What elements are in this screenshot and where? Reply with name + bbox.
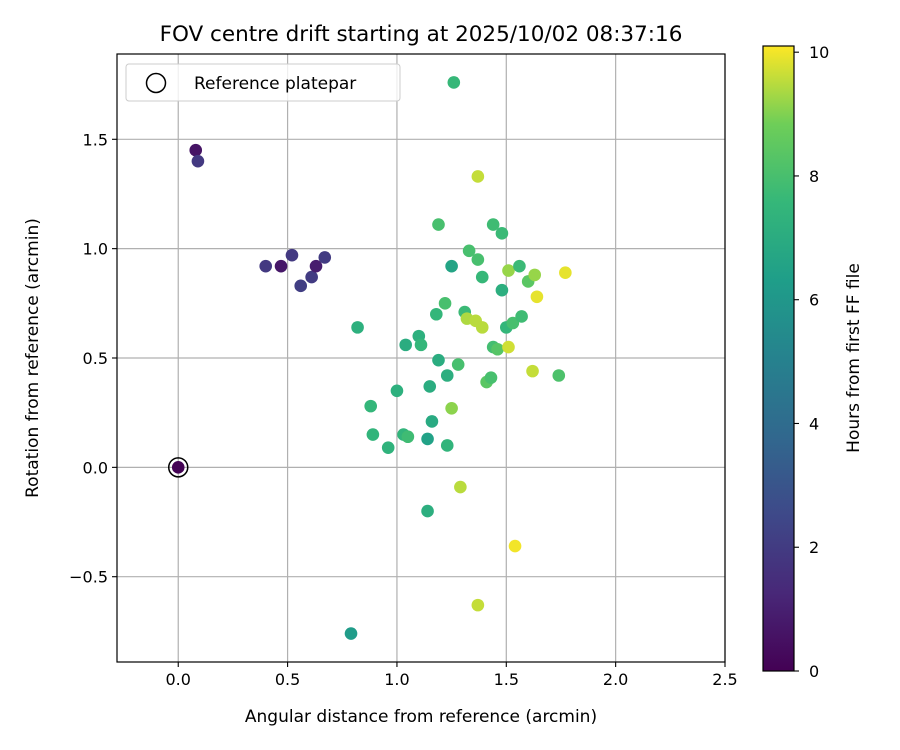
reference-platepar-marker xyxy=(167,457,189,478)
x-tick-label: 2.0 xyxy=(603,670,628,689)
scatter-point xyxy=(414,338,428,352)
scatter-point xyxy=(381,441,395,454)
scatter-point xyxy=(364,399,377,413)
scatter-point xyxy=(451,358,465,371)
scatter-point xyxy=(515,310,528,323)
scatter-point xyxy=(471,598,485,612)
scatter-point xyxy=(447,76,461,89)
colorbar-gradient xyxy=(762,45,795,672)
x-axis-label: Angular distance from reference (arcmin) xyxy=(245,707,597,727)
colorbar-label: Hours from first FF file xyxy=(844,263,864,453)
scatter-point xyxy=(305,270,318,284)
scatter-point xyxy=(552,369,566,382)
scatter-point xyxy=(440,439,454,452)
scatter-point xyxy=(344,627,358,640)
scatter-point xyxy=(484,371,498,384)
scatter-point xyxy=(399,338,412,352)
scatter-point xyxy=(285,248,299,262)
scatter-point xyxy=(430,307,443,321)
scatter-point xyxy=(401,430,415,444)
scatter-point xyxy=(259,259,273,273)
scatter-point xyxy=(191,154,205,168)
scatter-point xyxy=(440,369,454,382)
colorbar-tick-label: 4 xyxy=(809,414,819,433)
scatter-point xyxy=(274,259,288,273)
y-tick-label: −0.5 xyxy=(69,568,108,587)
x-tick-label: 1.0 xyxy=(384,670,409,689)
y-tick-label: 0.5 xyxy=(83,349,108,368)
scatter-point xyxy=(171,461,185,474)
scatter-point xyxy=(471,170,485,183)
colorbar-tick-label: 10 xyxy=(809,43,829,62)
scatter-point xyxy=(366,428,380,441)
scatter-point xyxy=(462,244,476,258)
scatter-point xyxy=(294,279,308,293)
x-axis-ticks: 0.0 0.5 1.0 1.5 2.0 2.5 xyxy=(166,662,738,689)
scatter-point xyxy=(432,353,445,367)
scatter-point xyxy=(495,283,509,297)
scatter-point xyxy=(486,218,500,231)
scatter-point xyxy=(425,415,439,428)
chart-title: FOV centre drift starting at 2025/10/02 … xyxy=(160,22,683,47)
scatter-point xyxy=(445,259,458,273)
legend-reference-icon xyxy=(145,72,167,94)
scatter-point xyxy=(475,321,489,334)
scatter-point xyxy=(445,402,458,415)
legend: Reference platepar xyxy=(125,63,401,102)
data-points xyxy=(171,76,572,640)
x-tick-label: 0.5 xyxy=(275,670,300,689)
scatter-point xyxy=(318,251,332,264)
y-axis-ticks: −0.5 0.0 0.5 1.0 1.5 xyxy=(69,130,117,587)
colorbar-ticks: 0 2 4 6 8 10 xyxy=(794,43,829,681)
y-tick-label: 1.0 xyxy=(83,240,108,259)
legend-label: Reference platepar xyxy=(194,74,356,94)
scatter-point xyxy=(421,504,434,518)
scatter-point xyxy=(189,143,203,157)
scatter-point xyxy=(309,259,323,273)
scatter-point xyxy=(421,432,434,446)
colorbar-tick-label: 8 xyxy=(809,167,819,186)
scatter-point xyxy=(438,297,452,310)
scatter-point xyxy=(432,218,445,231)
scatter-point xyxy=(454,480,467,494)
scatter-point xyxy=(475,270,489,284)
scatter-point xyxy=(491,342,504,356)
scatter-point xyxy=(502,264,515,277)
legend-box xyxy=(125,63,401,102)
scatter-point xyxy=(471,253,485,266)
scatter-point xyxy=(390,384,404,398)
x-tick-label: 1.5 xyxy=(494,670,519,689)
colorbar-tick-label: 2 xyxy=(809,538,819,557)
scatter-point xyxy=(502,340,515,354)
scatter-point xyxy=(506,316,520,330)
x-tick-label: 0.0 xyxy=(166,670,191,689)
reference-marker xyxy=(167,457,189,478)
scatter-point xyxy=(508,539,522,553)
scatter-point xyxy=(423,380,437,393)
y-tick-label: 1.5 xyxy=(83,130,108,149)
y-tick-label: 0.0 xyxy=(83,458,108,477)
y-axis-label: Rotation from reference (arcmin) xyxy=(23,218,43,498)
scatter-point xyxy=(526,364,539,378)
scatter-point xyxy=(528,268,542,282)
colorbar: 0 2 4 6 8 10 Hours from first FF file xyxy=(762,43,864,681)
grid-lines xyxy=(117,54,726,662)
scatter-point xyxy=(559,266,572,280)
scatter-point xyxy=(351,321,364,334)
scatter-point xyxy=(495,227,509,240)
colorbar-tick-label: 0 xyxy=(809,662,819,681)
scatter-point xyxy=(530,290,544,304)
scatter-point xyxy=(513,259,526,273)
colorbar-tick-label: 6 xyxy=(809,291,819,310)
x-tick-label: 2.5 xyxy=(712,670,737,689)
